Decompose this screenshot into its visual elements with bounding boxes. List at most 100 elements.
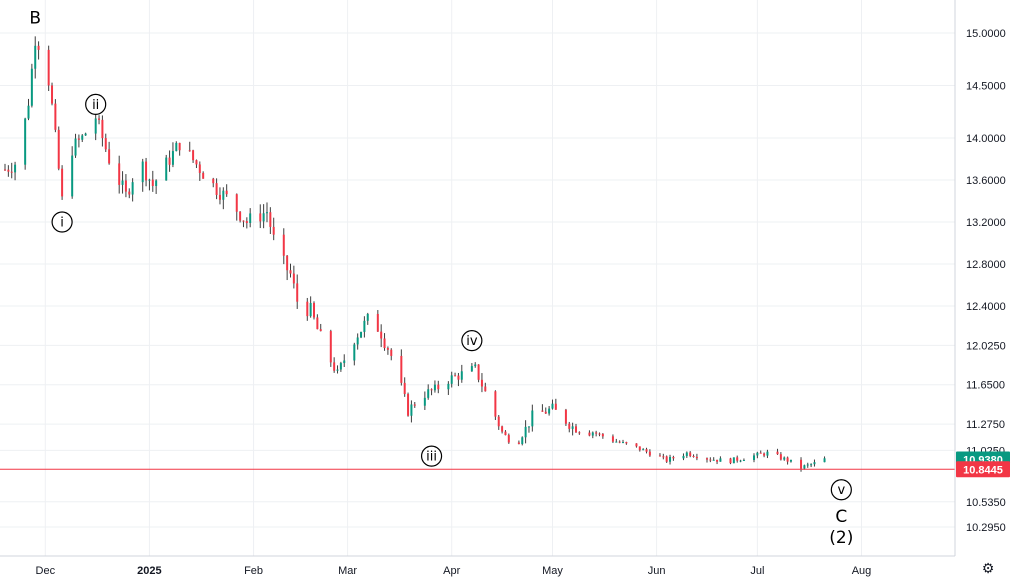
gear-icon[interactable]: ⚙ [981, 561, 995, 577]
candle-body [259, 213, 262, 222]
candle-body [195, 160, 198, 165]
candle-body [494, 391, 497, 417]
wave-text: B [29, 8, 41, 28]
wave-circle [830, 479, 852, 501]
wave-text: v [837, 483, 845, 498]
candle-body [292, 273, 295, 284]
candle-body [783, 457, 786, 460]
price-tick-label: 10.5350 [966, 497, 1006, 509]
candle-body [333, 362, 336, 371]
candle-body [695, 456, 698, 459]
price-tick-label: 12.8000 [966, 259, 1006, 271]
time-axis[interactable]: Dec 2025 Feb Mar Apr May Jun Jul Aug [36, 565, 872, 577]
price-tick-label: 12.4000 [966, 301, 1006, 313]
candle-body [423, 397, 426, 406]
grid [0, 0, 955, 556]
candle-body [719, 458, 722, 462]
candle-body [383, 338, 386, 349]
candle-body [356, 337, 359, 345]
time-tick-label: Dec [36, 565, 56, 577]
candle-body [168, 157, 171, 165]
time-tick-label: Jul [750, 565, 764, 577]
time-tick-label: Mar [338, 565, 357, 577]
candle-body [118, 163, 121, 185]
candle-body [591, 432, 594, 436]
candle-body [541, 410, 544, 412]
candle-body [460, 371, 463, 380]
candle-body [316, 317, 319, 330]
candles [4, 36, 826, 472]
candle-body [282, 234, 285, 256]
candle-body [319, 329, 322, 332]
candle-body [198, 164, 201, 173]
candle-body [427, 389, 430, 398]
time-tick-label: May [542, 565, 563, 577]
candle-body [289, 270, 292, 274]
candle-body [615, 441, 618, 443]
candle-body [430, 389, 433, 391]
candle-body [574, 426, 577, 433]
candle-body [77, 138, 80, 140]
candle-body [759, 452, 762, 454]
candle-body [141, 161, 144, 183]
candle-body [598, 433, 601, 435]
candle-body [202, 172, 205, 179]
wave-text: i [60, 215, 64, 230]
candle-body [645, 449, 648, 452]
wave-text: iii [426, 450, 437, 465]
candle-body [803, 465, 806, 469]
candle-body [390, 349, 393, 356]
price-tick-label: 14.5000 [966, 80, 1006, 92]
candle-body [578, 432, 581, 434]
candle-body [517, 442, 520, 445]
wave-text: C [835, 507, 847, 527]
candle-body [363, 320, 366, 332]
wave-circle [85, 93, 107, 115]
candle-body [756, 452, 759, 456]
candle-body [521, 437, 524, 445]
candle-body [729, 458, 732, 464]
candle-body [225, 190, 228, 195]
candle-body [742, 460, 745, 462]
candle-body [507, 435, 510, 443]
candle-body [148, 179, 151, 181]
candle-body [410, 404, 413, 416]
candle-body [165, 157, 168, 181]
candle-body [739, 460, 742, 462]
candle-body [813, 462, 816, 465]
candle-body [611, 436, 614, 442]
candle-body [155, 180, 158, 186]
price-axis[interactable]: 15.0000 14.5000 14.0000 13.6000 13.2000 12.80… [966, 28, 1006, 534]
wave-label-iii: iii [420, 445, 443, 467]
candle-body [601, 433, 604, 437]
candle-body [763, 453, 766, 456]
candle-body [222, 190, 225, 200]
candle-body [736, 457, 739, 461]
candle-body [789, 459, 792, 462]
time-tick-label: Jun [648, 565, 666, 577]
wave-circle [420, 445, 443, 467]
candle-body [178, 142, 181, 151]
candle-body [658, 455, 661, 457]
candle-body [57, 129, 60, 169]
candle-body [480, 379, 483, 387]
price-tag: 10.8445 [956, 461, 1010, 478]
candle-body [403, 382, 406, 395]
candle-body [329, 331, 332, 363]
candle-body [447, 383, 450, 390]
candle-body [638, 446, 641, 451]
candle-body [531, 410, 534, 427]
wave-circle [51, 211, 73, 233]
price-tick-label: 11.2750 [966, 419, 1005, 431]
candle-body [554, 403, 557, 410]
candle-body [642, 449, 645, 451]
wave-label-v: v [830, 479, 852, 501]
candle-body [188, 150, 191, 152]
candle-body [286, 255, 289, 271]
wave-label-iv: iv [461, 330, 483, 352]
price-tick-label: 15.0000 [966, 28, 1006, 40]
candle-body [705, 458, 708, 460]
